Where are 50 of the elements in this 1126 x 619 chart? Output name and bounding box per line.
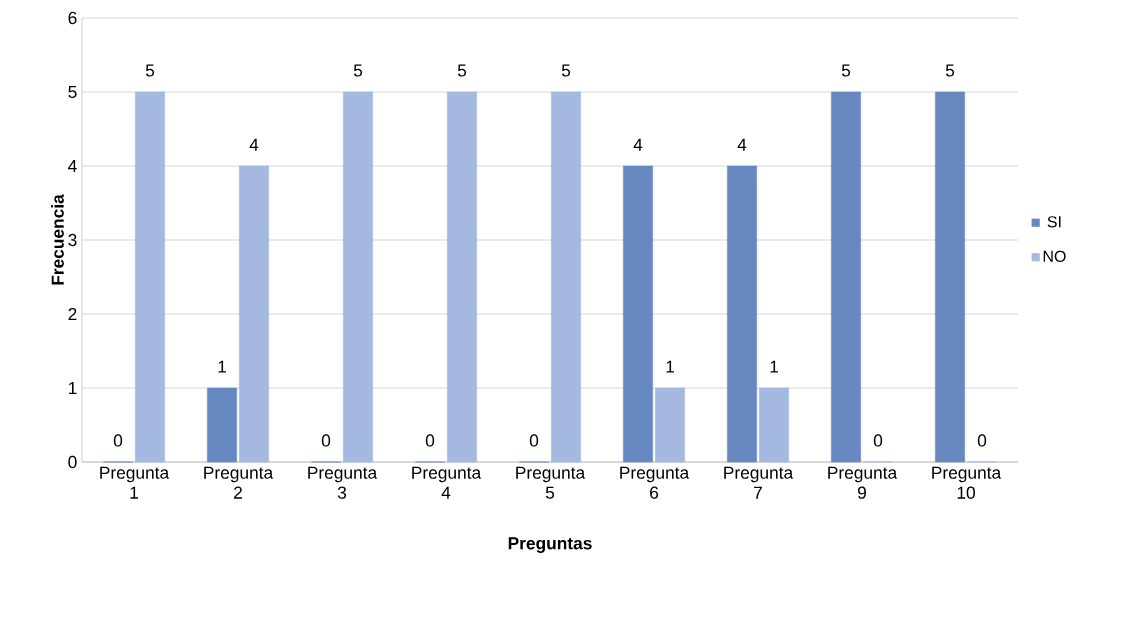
x-tick-label: Pregunta 9 bbox=[828, 466, 898, 499]
data-label: 0 bbox=[977, 434, 987, 447]
data-label: 5 bbox=[561, 64, 571, 77]
x-tick-label: Pregunta 10 bbox=[932, 466, 1002, 499]
bar bbox=[207, 387, 237, 463]
bar bbox=[343, 91, 373, 463]
data-label: 5 bbox=[945, 64, 955, 77]
data-label: 5 bbox=[145, 64, 155, 77]
bar bbox=[551, 91, 581, 463]
x-tick-label: Pregunta 7 bbox=[724, 466, 794, 499]
data-label: 0 bbox=[873, 434, 883, 447]
x-tick-label: Pregunta 6 bbox=[620, 466, 690, 499]
bar bbox=[623, 165, 653, 463]
bar bbox=[239, 165, 269, 463]
x-tick-label: Pregunta 4 bbox=[412, 466, 482, 499]
y-tick-label: 3 bbox=[68, 233, 77, 247]
x-tick-label: Pregunta 3 bbox=[308, 466, 378, 499]
x-axis-title: Preguntas bbox=[508, 537, 592, 553]
y-tick-label: 1 bbox=[68, 382, 77, 394]
data-label: 1 bbox=[218, 360, 226, 373]
data-label: 4 bbox=[633, 138, 643, 151]
data-label: 0 bbox=[529, 434, 539, 447]
bar bbox=[759, 387, 789, 463]
bar bbox=[831, 91, 861, 463]
bar bbox=[447, 91, 477, 463]
data-label: 1 bbox=[770, 360, 778, 373]
bar bbox=[655, 387, 685, 463]
data-label: 5 bbox=[841, 64, 851, 77]
data-label: 0 bbox=[425, 434, 435, 447]
data-label: 4 bbox=[737, 138, 747, 151]
data-label: 0 bbox=[321, 434, 331, 447]
data-label: 0 bbox=[113, 434, 123, 447]
legend-label: NO bbox=[1043, 250, 1066, 262]
data-label: 5 bbox=[457, 64, 467, 77]
y-tick-label: 4 bbox=[68, 160, 77, 172]
bar bbox=[727, 165, 757, 463]
y-axis-title: Frecuencia bbox=[51, 194, 64, 285]
bar bbox=[935, 91, 965, 463]
data-label: 4 bbox=[249, 138, 259, 151]
x-tick-label: Pregunta 5 bbox=[516, 466, 586, 499]
data-label: 1 bbox=[666, 360, 674, 373]
y-tick-label: 0 bbox=[68, 455, 77, 469]
data-label: 5 bbox=[353, 64, 363, 77]
y-tick-label: 2 bbox=[68, 307, 77, 321]
x-tick-label: Pregunta 1 bbox=[100, 466, 170, 499]
y-tick-label: 5 bbox=[68, 85, 77, 99]
bar bbox=[135, 91, 165, 463]
x-tick-label: Pregunta 2 bbox=[204, 466, 274, 499]
legend-label: SI bbox=[1047, 216, 1061, 228]
y-tick-label: 6 bbox=[68, 11, 77, 25]
